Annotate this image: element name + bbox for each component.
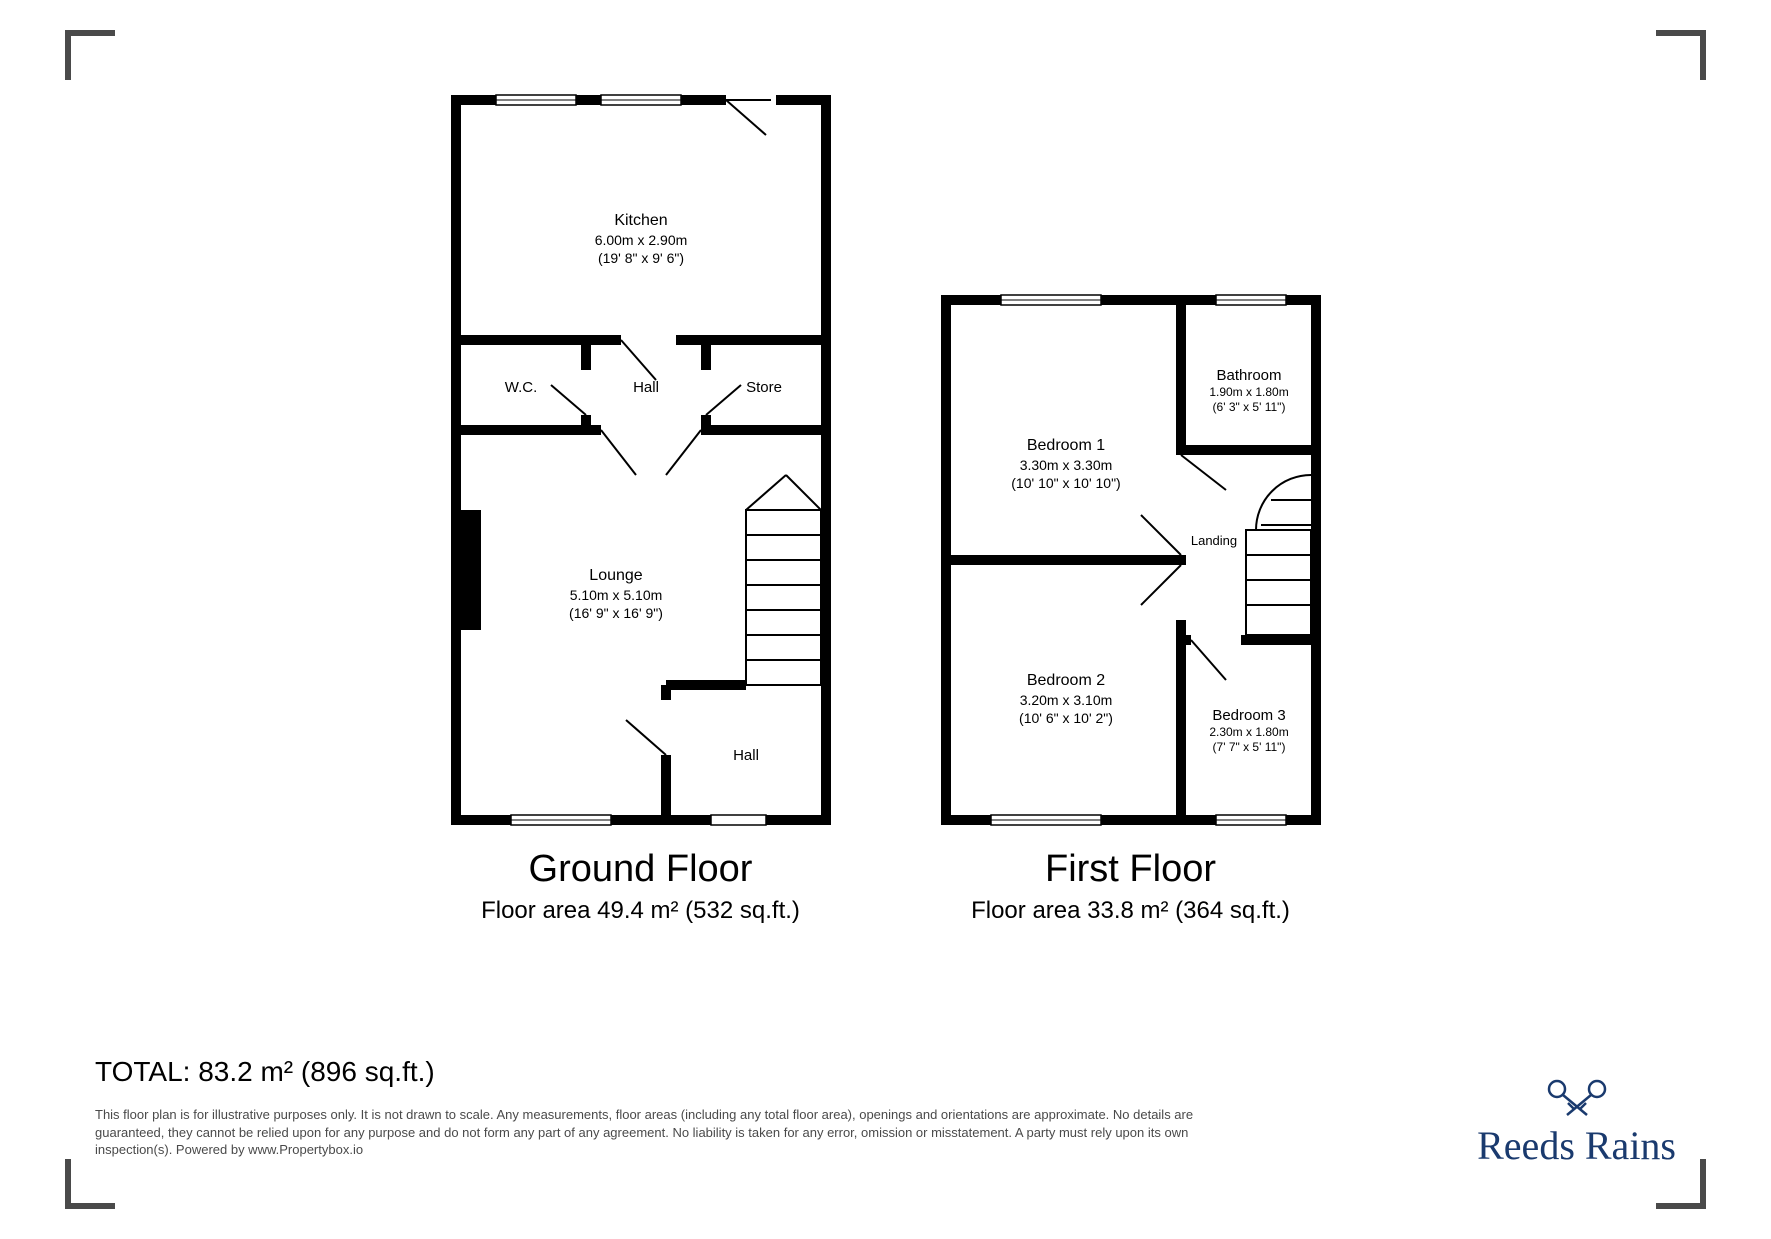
bed1-label: Bedroom 1	[1026, 437, 1104, 454]
bath-label: Bathroom	[1216, 367, 1281, 384]
first-floor-column: Bedroom 1 3.30m x 3.30m (10' 10" x 10' 1…	[916, 80, 1346, 925]
ground-floor-plan: Kitchen 6.00m x 2.90m (19' 8" x 9' 6") W…	[426, 80, 856, 840]
kitchen-dim-m: 6.00m x 2.90m	[594, 232, 687, 248]
total-area-text: TOTAL: 83.2 m² (896 sq.ft.)	[95, 1056, 1676, 1088]
lounge-dim-m: 5.10m x 5.10m	[569, 587, 662, 603]
first-floor-area: Floor area 33.8 m² (364 sq.ft.)	[971, 897, 1290, 925]
crop-corner-tl	[65, 30, 115, 80]
first-floor-title: First Floor	[1045, 848, 1216, 891]
landing-label: Landing	[1190, 533, 1236, 548]
bed3-dim-m: 2.30m x 1.80m	[1209, 725, 1288, 739]
bed1-dim-ft: (10' 10" x 10' 10")	[1011, 475, 1120, 491]
lounge-label: Lounge	[589, 567, 642, 584]
hall-bot-label: Hall	[733, 747, 759, 764]
bed2-dim-m: 3.20m x 3.10m	[1019, 692, 1112, 708]
disclaimer-text: This floor plan is for illustrative purp…	[95, 1106, 1255, 1159]
agency-name: Reeds Rains	[1477, 1122, 1676, 1169]
wc-label: W.C.	[504, 379, 537, 396]
lounge-dim-ft: (16' 9" x 16' 9")	[569, 605, 663, 621]
kitchen-label: Kitchen	[614, 212, 667, 229]
ground-floor-area: Floor area 49.4 m² (532 sq.ft.)	[481, 897, 800, 925]
crop-corner-bl	[65, 1159, 115, 1209]
keys-icon	[1542, 1077, 1612, 1117]
floorplans-container: Kitchen 6.00m x 2.90m (19' 8" x 9' 6") W…	[0, 80, 1771, 925]
bath-dim-ft: (6' 3" x 5' 11")	[1212, 400, 1285, 414]
footer-block: TOTAL: 83.2 m² (896 sq.ft.) This floor p…	[95, 1056, 1676, 1159]
ground-floor-column: Kitchen 6.00m x 2.90m (19' 8" x 9' 6") W…	[426, 80, 856, 925]
bed2-label: Bedroom 2	[1026, 672, 1104, 689]
bed1-dim-m: 3.30m x 3.30m	[1019, 457, 1112, 473]
kitchen-dim-ft: (19' 8" x 9' 6")	[597, 250, 683, 266]
hall-mid-label: Hall	[633, 379, 659, 396]
bed3-dim-ft: (7' 7" x 5' 11")	[1212, 740, 1285, 754]
first-floor-plan: Bedroom 1 3.30m x 3.30m (10' 10" x 10' 1…	[916, 80, 1346, 840]
bed3-label: Bedroom 3	[1212, 707, 1285, 724]
bath-dim-m: 1.90m x 1.80m	[1209, 385, 1288, 399]
ground-floor-title: Ground Floor	[529, 848, 753, 891]
store-label: Store	[746, 379, 782, 396]
bed2-dim-ft: (10' 6" x 10' 2")	[1019, 710, 1113, 726]
crop-corner-tr	[1656, 30, 1706, 80]
agency-logo: Reeds Rains	[1477, 1077, 1676, 1169]
